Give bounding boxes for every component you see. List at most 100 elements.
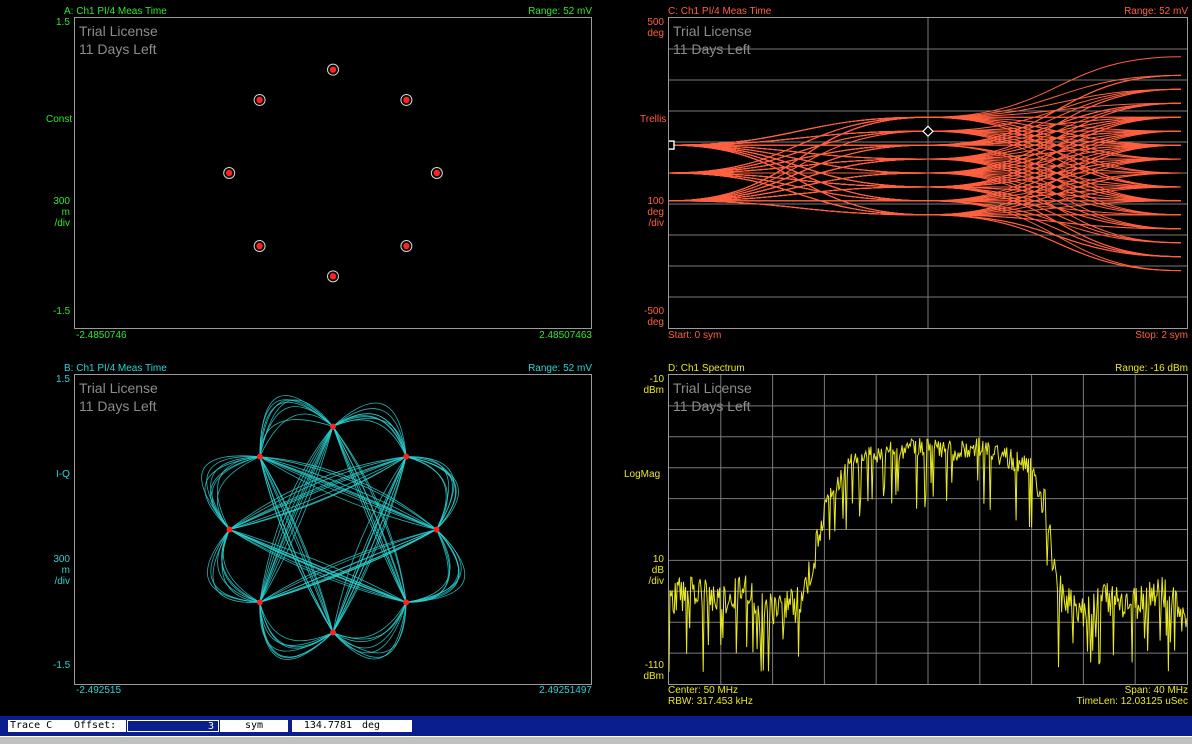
iq-trajectory (259, 413, 334, 457)
panel-c-y-scale-1: 100 (647, 196, 664, 207)
constellation-point (403, 96, 410, 104)
constellation-ring (253, 93, 266, 106)
panel-b[interactable]: B: Ch1 PI/4 Meas Time Range: 52 mV 1.5 I… (0, 362, 596, 716)
constellation-ring (253, 240, 266, 253)
panel-d-y-scale-3: /div (648, 576, 664, 587)
trellis-trace (669, 186, 1182, 258)
iq-trajectory (259, 456, 437, 530)
iq-trajectory (259, 406, 334, 457)
watermark-line-2: 11 Days Left (673, 398, 751, 414)
panel-b-range: Range: 52 mV (528, 363, 592, 374)
marker-value: 134.7781 (292, 720, 356, 732)
iq-trajectory (221, 529, 260, 603)
iq-trajectory (259, 456, 437, 530)
trellis-trace (669, 172, 1182, 216)
iq-trajectory (332, 456, 407, 633)
panel-a[interactable]: A: Ch1 PI/4 Meas Time Range: 52 mV 1.5 C… (0, 0, 596, 362)
iq-trajectory (259, 456, 437, 530)
iq-trajectory (259, 602, 334, 660)
iq-trajectory (332, 602, 407, 639)
iq-trajectory (332, 408, 407, 457)
panel-b-x-right: 2.49251497 (539, 685, 592, 696)
iq-trajectory (259, 529, 437, 603)
iq-trajectory (332, 426, 407, 603)
panel-d-rbw-label: RBW: 317.453 kHz (668, 696, 753, 707)
panel-c-plot-area[interactable]: Trial License 11 Days Left (668, 17, 1188, 329)
spectrum-trace (669, 437, 1187, 672)
panel-a-range: Range: 52 mV (528, 6, 592, 17)
iq-trajectory (222, 529, 261, 603)
iq-trajectory (332, 602, 407, 654)
trellis-trace (669, 144, 1182, 202)
offset-unit: sym (220, 720, 288, 732)
panel-a-y-scale-1: 300 (53, 196, 70, 207)
iq-trajectory (332, 426, 407, 603)
panel-d-timelen-label: TimeLen: 12.03125 uSec (1076, 696, 1188, 707)
panel-a-watermark: Trial License 11 Days Left (79, 22, 158, 58)
iq-trajectory (259, 426, 334, 603)
iq-trajectory (332, 456, 407, 633)
iq-trajectory (206, 456, 260, 530)
iq-trajectory (204, 456, 260, 530)
watermark-line-1: Trial License (673, 23, 752, 39)
panel-c-y-bottom-1: -500 (643, 306, 664, 317)
iq-trajectory (259, 602, 334, 641)
panel-a-plot-area[interactable]: Trial License 11 Days Left (74, 17, 592, 329)
panel-d-center-label: Center: 50 MHz (668, 685, 739, 696)
panel-b-title: B: Ch1 PI/4 Meas Time (64, 363, 167, 374)
panel-a-y-bottom: -1.5 (53, 306, 71, 317)
iq-symbol-point (330, 629, 336, 636)
iq-symbol-point (256, 453, 263, 460)
trellis-chart (669, 18, 1187, 328)
trellis-trace (669, 158, 1182, 216)
panel-d-y-scale-2: dB (651, 565, 664, 576)
panel-b-y-scale-1: 300 (53, 554, 70, 565)
constellation-ring (400, 240, 413, 253)
panel-d-title: D: Ch1 Spectrum (668, 363, 745, 374)
trellis-trace (669, 200, 1182, 272)
watermark-line-2: 11 Days Left (79, 41, 157, 57)
iq-trajectory (332, 456, 407, 633)
constellation-point (256, 242, 263, 250)
constellation-ring (223, 167, 236, 179)
constellation-point (403, 242, 410, 250)
marker-unit: deg (356, 720, 412, 732)
iq-trajectory (332, 456, 407, 633)
iq-trajectory (259, 456, 334, 633)
panel-d-range: Range: -16 dBm (1115, 363, 1188, 374)
panel-c-watermark: Trial License 11 Days Left (673, 22, 752, 58)
constellation-point (433, 169, 441, 177)
panel-d-plot-area[interactable]: Trial License 11 Days Left (668, 374, 1188, 685)
iq-trajectory (406, 529, 460, 603)
offset-value-field[interactable]: 3 (127, 720, 219, 732)
iq-trajectory (229, 529, 407, 603)
panel-b-plot-area[interactable]: Trial License 11 Days Left (74, 374, 592, 685)
iq-trajectory (259, 456, 437, 530)
spectrum-chart (669, 375, 1187, 684)
constellation-point (256, 96, 263, 104)
iq-trajectory (259, 426, 334, 603)
iq-trajectory (211, 456, 260, 530)
iq-trajectory (259, 456, 437, 530)
panel-a-x-left: -2.4850746 (76, 330, 127, 341)
iq-trajectory (229, 456, 407, 530)
iq-trajectory (332, 602, 407, 640)
iq-trajectory (332, 415, 407, 457)
panel-c-x-right: Stop: 2 sym (1135, 330, 1188, 341)
panel-c-range: Range: 52 mV (1124, 6, 1188, 17)
constellation-ring (327, 63, 339, 76)
panel-a-y-top: 1.5 (56, 17, 70, 28)
constellation-point (329, 273, 337, 280)
panel-b-y-scale-2: m (61, 565, 70, 576)
panel-a-y-format: Const (46, 114, 73, 125)
panel-c[interactable]: C: Ch1 PI/4 Meas Time Range: 52 mV 500 d… (596, 0, 1192, 362)
iq-trajectory (259, 602, 334, 648)
panel-b-y-format: I-Q (56, 469, 70, 480)
panel-d[interactable]: D: Ch1 Spectrum Range: -16 dBm -10 dBm L… (596, 362, 1192, 716)
iq-symbol-point (256, 599, 263, 606)
iq-trajectory (229, 529, 407, 603)
iq-trajectory (229, 456, 407, 530)
iq-trajectory (259, 602, 334, 658)
iq-trajectory (229, 529, 407, 603)
marker-diamond (922, 125, 934, 138)
